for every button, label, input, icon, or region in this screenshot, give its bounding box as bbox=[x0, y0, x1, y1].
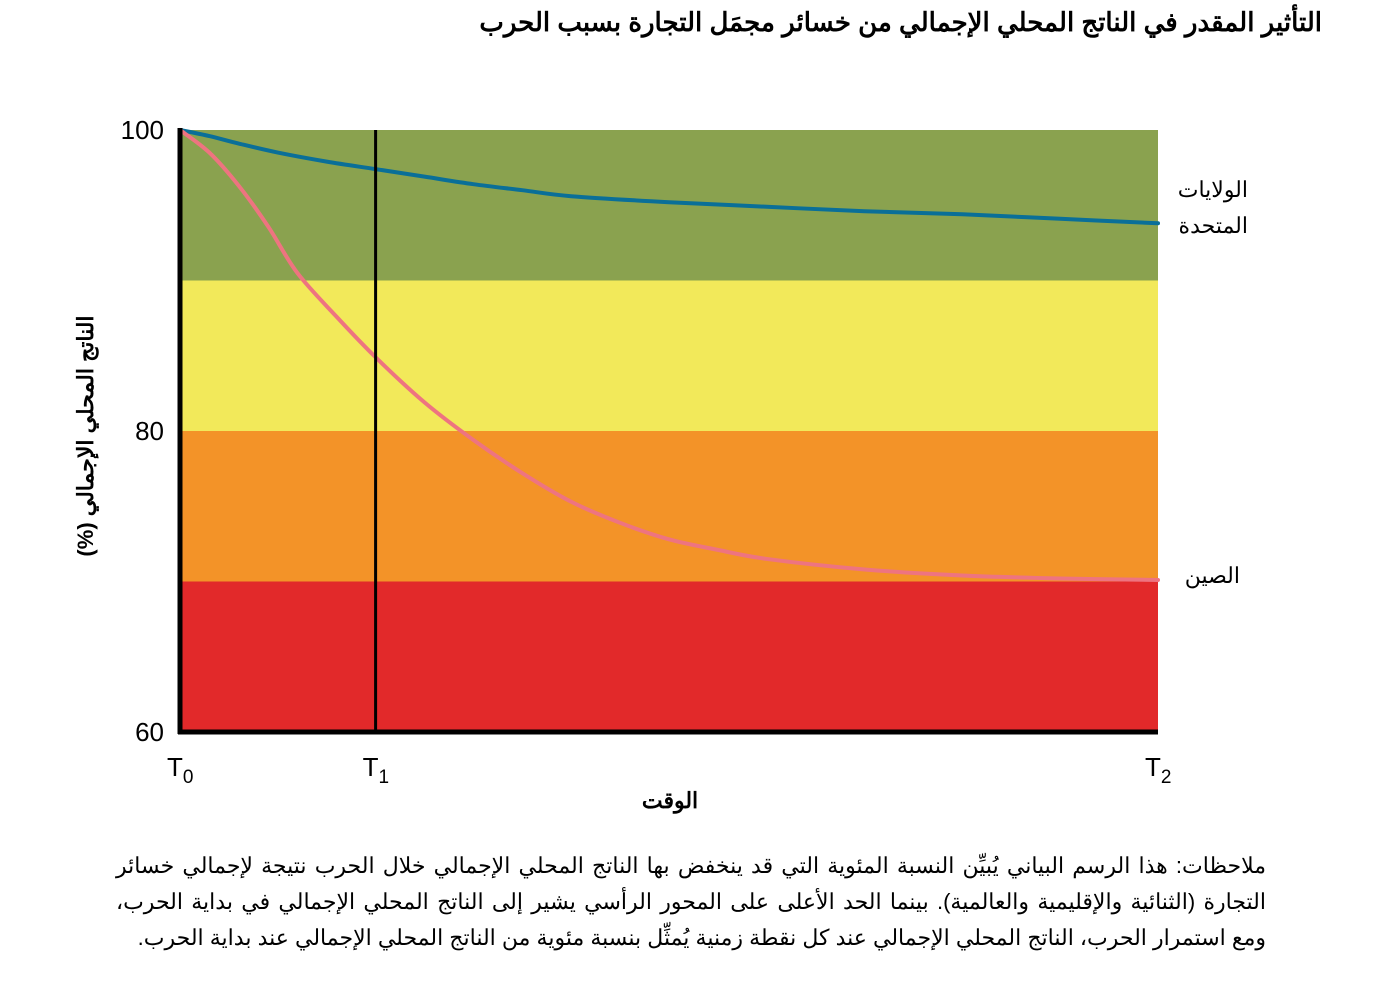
chart-title: التأثير المقدر في الناتج المحلي الإجمالي… bbox=[479, 7, 1322, 37]
band-2 bbox=[180, 431, 1158, 582]
series-label-line: المتحدة bbox=[1178, 213, 1248, 238]
series-label-united-states: الولايات المتحدة bbox=[1088, 172, 1248, 244]
series-label-china: الصين bbox=[1184, 563, 1240, 588]
x-axis-label: الوقت bbox=[641, 788, 699, 813]
y-tick-label: 100 bbox=[121, 115, 164, 145]
chart-notes: ملاحظات: هذا الرسم البياني يُبيِّن النسب… bbox=[116, 853, 1266, 950]
band-0 bbox=[180, 130, 1158, 281]
axes bbox=[177, 128, 1158, 735]
color-bands bbox=[180, 130, 1158, 732]
band-1 bbox=[180, 280, 1158, 431]
x-tick-label: T2 bbox=[1145, 752, 1171, 788]
series-lines bbox=[178, 128, 1160, 582]
x-tick-label: T1 bbox=[363, 752, 389, 788]
y-tick-label: 80 bbox=[135, 416, 164, 446]
series-line-1 bbox=[178, 128, 1160, 582]
x-tick-label: T0 bbox=[167, 752, 193, 788]
y-tick-label: 60 bbox=[135, 717, 164, 747]
y-axis-label: الناتج المحلي الإجمالي (%) bbox=[73, 315, 98, 557]
band-3 bbox=[180, 581, 1158, 732]
series-line-0 bbox=[178, 128, 1160, 226]
series-label-line: الولايات bbox=[1177, 177, 1248, 202]
